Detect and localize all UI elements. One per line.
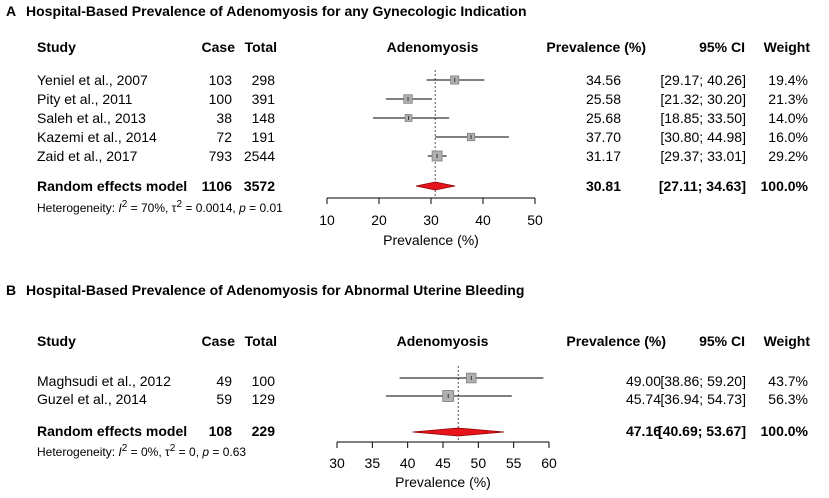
model-case: 1106 — [201, 178, 232, 194]
header-ci: 95% CI — [699, 333, 745, 349]
model-prevalence: 30.81 — [585, 178, 621, 194]
header-weight: Weight — [763, 333, 810, 349]
heterogeneity-stats: Heterogeneity: I2 = 0%, τ2 = 0, p = 0.63 — [37, 443, 247, 459]
heterogeneity-i2: 0% — [140, 445, 159, 459]
model-case: 108 — [208, 423, 232, 439]
study-total: 129 — [251, 391, 275, 407]
heterogeneity-p: 0.01 — [259, 201, 283, 215]
header-plot: Adenomyosis — [396, 333, 489, 349]
x-tick-label: 30 — [329, 455, 345, 471]
x-tick-label: 50 — [527, 212, 543, 228]
panel-a-title: Hospital-Based Prevalence of Adenomyosis… — [26, 3, 527, 19]
study-name: Zaid et al., 2017 — [37, 148, 138, 164]
pooled-diamond — [415, 181, 456, 191]
study-case: 49 — [216, 373, 232, 389]
study-weight: 21.3% — [768, 91, 808, 107]
study-prevalence: 45.74 — [625, 391, 661, 407]
heterogeneity-tau2: 0.0014 — [195, 201, 233, 215]
x-tick-label: 60 — [541, 455, 557, 471]
study-prevalence: 25.58 — [585, 91, 621, 107]
study-prevalence: 49.00 — [625, 373, 661, 389]
model-ci: [27.11; 34.63] — [658, 178, 746, 194]
study-name: Saleh et al., 2013 — [37, 110, 146, 126]
study-prevalence: 37.70 — [585, 129, 621, 145]
header-case: Case — [201, 39, 235, 55]
study-case: 100 — [208, 91, 232, 107]
model-ci: [40.69; 53.67] — [658, 423, 746, 439]
header-total: Total — [244, 39, 277, 55]
model-weight: 100.0% — [760, 178, 808, 194]
x-tick-label: 50 — [471, 455, 487, 471]
x-tick-label: 35 — [365, 455, 381, 471]
header-ci: 95% CI — [699, 39, 745, 55]
study-total: 148 — [251, 110, 275, 126]
x-tick-label: 30 — [423, 212, 439, 228]
model-total: 229 — [251, 423, 275, 439]
model-total: 3572 — [243, 178, 275, 194]
x-tick-label: 10 — [319, 212, 335, 228]
study-total: 298 — [251, 72, 275, 88]
study-name: Yeniel et al., 2007 — [37, 72, 148, 88]
model-label: Random effects model — [37, 178, 188, 194]
study-ci: [21.32; 30.20] — [660, 91, 746, 107]
x-axis-label: Prevalence (%) — [383, 232, 479, 248]
study-case: 103 — [208, 72, 232, 88]
study-case: 59 — [216, 391, 232, 407]
heterogeneity-stats: Heterogeneity: I2 = 70%, τ2 = 0.0014, p … — [37, 199, 283, 215]
study-name: Pity et al., 2011 — [37, 91, 133, 107]
heterogeneity-p: 0.63 — [222, 445, 247, 459]
pooled-diamond — [412, 427, 505, 437]
study-prevalence: 34.56 — [585, 72, 621, 88]
header-weight: Weight — [763, 39, 810, 55]
header-plot: Adenomyosis — [386, 39, 479, 55]
header-study: Study — [37, 333, 76, 349]
study-case: 72 — [216, 129, 232, 145]
header-prevalence: Prevalence (%) — [566, 333, 666, 349]
study-name: Kazemi et al., 2014 — [37, 129, 157, 145]
study-case: 793 — [208, 148, 232, 164]
study-total: 191 — [251, 129, 275, 145]
model-label: Random effects model — [37, 423, 188, 439]
x-tick-label: 40 — [475, 212, 491, 228]
panel-a-letter: A — [6, 3, 17, 19]
x-tick-label: 40 — [400, 455, 416, 471]
header-total: Total — [244, 333, 277, 349]
heterogeneity-i2: 70% — [140, 201, 166, 215]
study-case: 38 — [216, 110, 232, 126]
study-name: Guzel et al., 2014 — [37, 391, 147, 407]
study-total: 391 — [251, 91, 275, 107]
panel-b-title: Hospital-Based Prevalence of Adenomyosis… — [26, 282, 525, 298]
x-tick-label: 45 — [435, 455, 451, 471]
header-prevalence: Prevalence (%) — [546, 39, 646, 55]
study-total: 100 — [251, 373, 275, 389]
study-ci: [30.80; 44.98] — [660, 129, 746, 145]
study-weight: 16.0% — [768, 129, 808, 145]
study-ci: [29.17; 40.26] — [660, 72, 746, 88]
study-ci: [18.85; 33.50] — [660, 110, 746, 126]
study-total: 2544 — [243, 148, 275, 164]
study-name: Maghsudi et al., 2012 — [37, 373, 171, 389]
x-tick-label: 20 — [371, 212, 387, 228]
study-prevalence: 25.68 — [585, 110, 621, 126]
panel-b-letter: B — [6, 282, 17, 298]
heterogeneity-prefix: Heterogeneity: — [37, 445, 119, 459]
model-weight: 100.0% — [760, 423, 808, 439]
study-weight: 19.4% — [768, 72, 808, 88]
model-prevalence: 47.16 — [625, 423, 661, 439]
heterogeneity-prefix: Heterogeneity: — [37, 201, 119, 215]
header-study: Study — [37, 39, 76, 55]
study-ci: [29.37; 33.01] — [660, 148, 746, 164]
header-case: Case — [201, 333, 235, 349]
heterogeneity-tau2: 0 — [189, 445, 196, 459]
study-ci: [38.86; 59.20] — [660, 373, 746, 389]
study-weight: 29.2% — [768, 148, 808, 164]
study-ci: [36.94; 54.73] — [660, 391, 746, 407]
x-axis-label: Prevalence (%) — [395, 474, 491, 490]
study-weight: 56.3% — [768, 391, 808, 407]
study-weight: 14.0% — [768, 110, 808, 126]
study-prevalence: 31.17 — [585, 148, 621, 164]
study-weight: 43.7% — [768, 373, 808, 389]
x-tick-label: 55 — [506, 455, 522, 471]
